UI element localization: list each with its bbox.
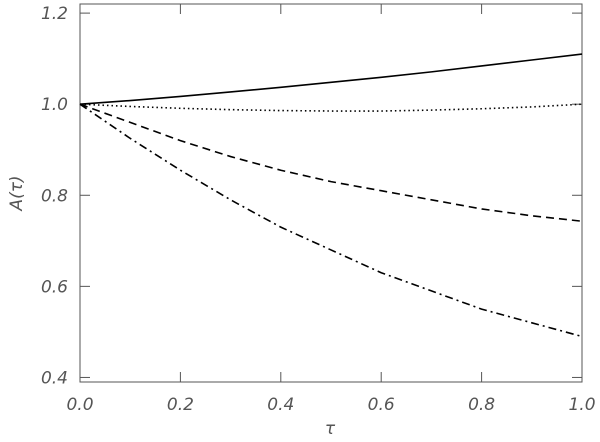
series-line [79, 103, 583, 112]
x-tick-label: 0.4 [267, 395, 294, 415]
y-tick-label: 1.0 [41, 95, 68, 115]
x-tick-label: 0.2 [167, 395, 194, 415]
y-tick-label: 1.2 [41, 4, 68, 24]
x-tick-label: 1.0 [568, 395, 595, 415]
y-tick-label: 0.6 [41, 277, 68, 297]
x-axis-label: τ [325, 419, 336, 439]
series-line [79, 103, 583, 223]
y-axis-label: A(τ) [7, 175, 27, 211]
plot-frame [79, 3, 583, 383]
series-line [79, 103, 583, 338]
x-tick-label: 0.0 [66, 395, 93, 415]
x-tick-label: 0.6 [368, 395, 395, 415]
series-line [79, 53, 583, 105]
y-tick-label: 0.4 [41, 368, 68, 388]
x-tick-label: 0.8 [468, 395, 495, 415]
y-tick-label: 0.8 [41, 186, 68, 206]
